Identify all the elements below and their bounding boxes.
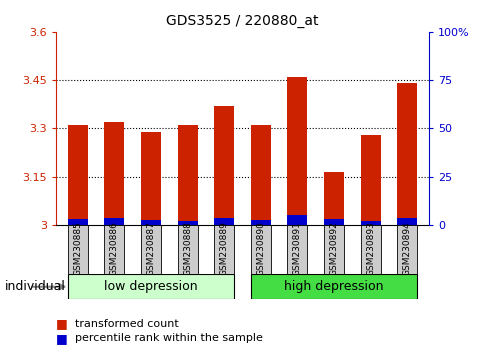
Text: GSM230885: GSM230885 (73, 221, 82, 276)
Text: GSM230892: GSM230892 (329, 221, 338, 276)
Text: ■: ■ (56, 318, 67, 330)
Bar (68, 274, 234, 299)
Bar (68, 125, 88, 225)
Bar (68, 225, 88, 274)
Text: transformed count: transformed count (75, 319, 179, 329)
Bar (250, 274, 416, 299)
Bar (323, 225, 343, 274)
Bar (141, 225, 161, 274)
Bar (104, 218, 124, 225)
Bar (323, 172, 343, 225)
Text: GSM230888: GSM230888 (182, 221, 192, 276)
Bar (177, 221, 197, 225)
Text: GSM230894: GSM230894 (402, 221, 411, 276)
Bar (250, 125, 271, 225)
Text: ■: ■ (56, 332, 67, 344)
Bar (141, 220, 161, 225)
Bar (213, 218, 234, 225)
Text: low depression: low depression (104, 280, 197, 293)
Bar (213, 106, 234, 225)
Bar (213, 225, 234, 274)
Bar (396, 83, 416, 225)
Bar (104, 122, 124, 225)
Bar (250, 220, 271, 225)
Bar (360, 221, 380, 225)
Text: GSM230889: GSM230889 (219, 221, 228, 276)
Text: GSM230886: GSM230886 (110, 221, 119, 276)
Bar (360, 225, 380, 274)
Bar (396, 225, 416, 274)
Bar (360, 135, 380, 225)
Text: GSM230893: GSM230893 (365, 221, 374, 276)
Bar (104, 225, 124, 274)
Text: GSM230887: GSM230887 (146, 221, 155, 276)
Text: GSM230890: GSM230890 (256, 221, 265, 276)
Bar (287, 77, 307, 225)
Text: individual: individual (5, 280, 66, 293)
Bar (177, 225, 197, 274)
Text: GSM230891: GSM230891 (292, 221, 302, 276)
Bar (323, 219, 343, 225)
Bar (287, 225, 307, 274)
Bar (287, 215, 307, 225)
Text: percentile rank within the sample: percentile rank within the sample (75, 333, 262, 343)
Bar (141, 132, 161, 225)
Text: high depression: high depression (284, 280, 383, 293)
Title: GDS3525 / 220880_at: GDS3525 / 220880_at (166, 14, 318, 28)
Bar (250, 225, 271, 274)
Bar (396, 218, 416, 225)
Bar (177, 125, 197, 225)
Bar (68, 219, 88, 225)
